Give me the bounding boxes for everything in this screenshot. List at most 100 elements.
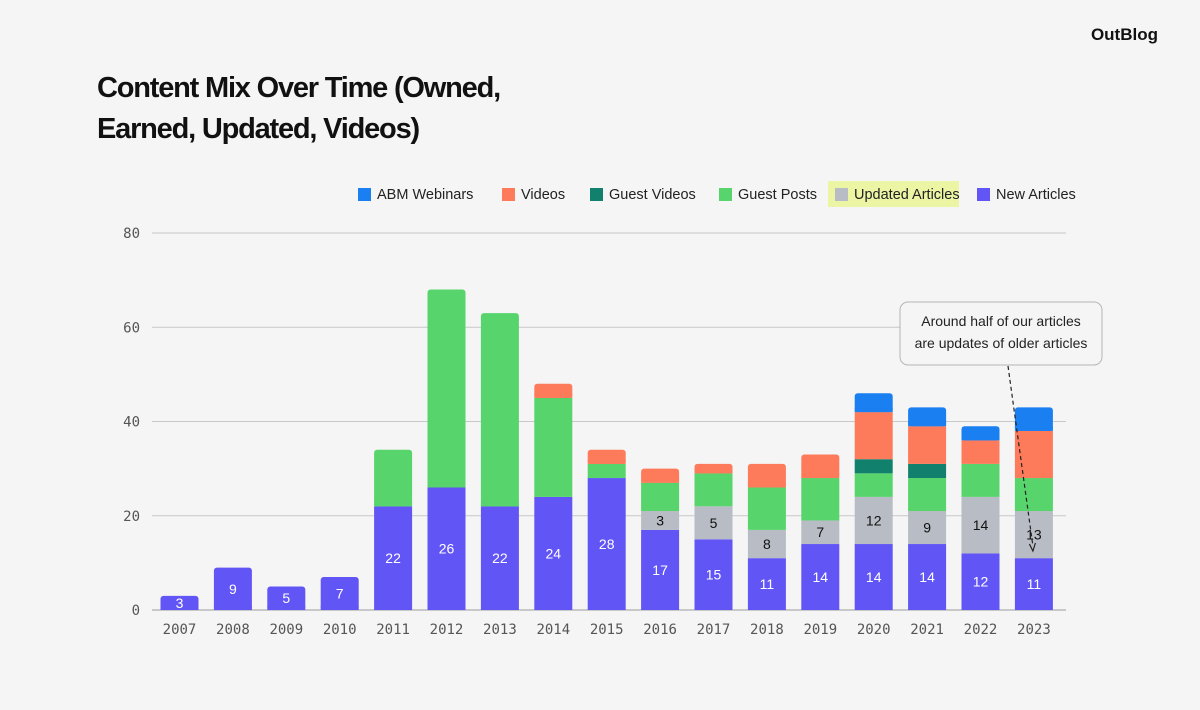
y-tick-label: 20 [123, 509, 140, 525]
y-tick-label: 0 [132, 603, 140, 619]
data-label-new-articles-2017: 15 [706, 567, 722, 583]
bar-new-articles-2016 [641, 529, 680, 610]
data-label-new-articles-2013: 22 [492, 550, 508, 566]
bar-corner-fill [694, 469, 733, 474]
bar-updated-articles-2017 [694, 506, 733, 540]
bar-new-articles-2022 [961, 553, 1000, 610]
data-label-updated-articles-2020: 12 [866, 512, 882, 528]
x-tick-label: 2014 [536, 622, 570, 638]
data-label-new-articles-2022: 12 [973, 574, 989, 590]
bar-new-articles-2023 [1014, 558, 1053, 610]
data-label-new-articles-2019: 14 [813, 569, 829, 585]
x-tick-label: 2008 [216, 622, 250, 638]
legend-label-updated-articles: Updated Articles [854, 187, 960, 203]
x-tick-label: 2023 [1017, 622, 1051, 638]
x-tick-label: 2011 [376, 622, 410, 638]
data-label-updated-articles-2021: 9 [923, 520, 931, 536]
bar-new-articles-2020 [854, 544, 893, 610]
x-tick-label: 2015 [590, 622, 624, 638]
bar-guest-posts-2013 [480, 313, 519, 507]
legend-swatch-guest-posts [719, 188, 732, 201]
bar-corner-fill [1014, 426, 1053, 431]
bar-new-articles-2015 [587, 478, 626, 610]
data-label-updated-articles-2019: 7 [816, 524, 824, 540]
chart-title: Content Mix Over Time (Owned, Earned, Up… [97, 72, 501, 145]
data-label-new-articles-2007: 3 [176, 595, 184, 611]
x-tick-label: 2017 [697, 622, 731, 638]
x-tick-label: 2020 [857, 622, 891, 638]
x-tick-label: 2009 [269, 622, 303, 638]
bar-updated-articles-2019 [801, 520, 840, 545]
x-tick-label: 2007 [163, 622, 197, 638]
bar-new-articles-2009 [267, 586, 306, 610]
bar-abm-webinars-2023 [1014, 407, 1053, 431]
y-tick-label: 60 [123, 320, 140, 336]
bar-corner-fill [374, 502, 413, 507]
bar-guest-posts-2017 [694, 473, 733, 507]
data-label-new-articles-2011: 22 [385, 550, 401, 566]
bar-guest-videos-2021 [908, 463, 947, 479]
bar-guest-posts-2019 [801, 478, 840, 521]
bar-corner-fill [587, 459, 626, 464]
bar-videos-2022 [961, 440, 1000, 464]
bar-new-articles-2011 [374, 506, 413, 610]
bar-corner-fill [908, 422, 947, 427]
bar-corner-fill [534, 393, 573, 398]
data-label-updated-articles-2018: 8 [763, 536, 771, 552]
x-tick-label: 2013 [483, 622, 517, 638]
x-tick-label: 2018 [750, 622, 784, 638]
annotation-text: are updates of older articles [915, 335, 1088, 351]
data-label-new-articles-2009: 5 [282, 590, 290, 606]
bar-corner-fill [641, 478, 680, 483]
data-label-new-articles-2020: 14 [866, 569, 882, 585]
bar-new-articles-2019 [801, 544, 840, 610]
bar-guest-posts-2020 [854, 473, 893, 497]
bar-corner-fill [961, 436, 1000, 441]
bar-corner-fill [480, 502, 519, 507]
y-tick-label: 80 [123, 226, 140, 242]
bar-guest-posts-2014 [534, 397, 573, 497]
data-label-new-articles-2023: 11 [1027, 576, 1042, 592]
bar-new-articles-2018 [747, 558, 786, 610]
legend-highlight [828, 181, 959, 207]
bar-new-articles-2014 [534, 496, 573, 610]
x-tick-label: 2019 [803, 622, 837, 638]
legend-swatch-guest-videos [590, 188, 603, 201]
legend-swatch-videos [502, 188, 515, 201]
legend-swatch-new-articles [977, 188, 990, 201]
bar-abm-webinars-2020 [854, 393, 893, 413]
bar-updated-articles-2016 [641, 511, 680, 530]
annotation-box [899, 301, 1103, 366]
bar-updated-articles-2018 [747, 529, 786, 559]
annotation-arrow [1007, 365, 1034, 547]
brand-logo: OutBlog [1090, 25, 1158, 44]
legend-label-videos: Videos [521, 187, 565, 203]
bar-updated-articles-2023 [1014, 511, 1053, 559]
bar-guest-posts-2023 [1014, 478, 1053, 512]
bar-corner-fill [213, 606, 252, 610]
bar-guest-videos-2020 [854, 459, 893, 474]
data-label-new-articles-2010: 7 [336, 586, 344, 602]
bar-videos-2021 [908, 426, 947, 464]
bar-guest-posts-2015 [587, 463, 626, 479]
bar-new-articles-2008 [213, 567, 252, 610]
x-tick-label: 2022 [964, 622, 998, 638]
bar-corner-fill [854, 408, 893, 413]
legend-label-abm-webinars: ABM Webinars [377, 187, 473, 203]
annotation-arrowhead [1028, 542, 1036, 553]
bar-guest-posts-2016 [641, 482, 680, 512]
data-label-updated-articles-2016: 3 [656, 512, 664, 528]
bar-corner-fill [747, 483, 786, 488]
bar-videos-2018 [747, 463, 786, 488]
bar-new-articles-2010 [320, 577, 359, 610]
y-tick-label: 40 [123, 415, 140, 431]
bar-guest-posts-2011 [374, 449, 413, 507]
bar-updated-articles-2020 [854, 496, 893, 545]
legend-label-guest-posts: Guest Posts [738, 187, 817, 203]
x-tick-label: 2010 [323, 622, 357, 638]
bar-videos-2023 [1014, 430, 1053, 479]
legend-label-new-articles: New Articles [996, 187, 1076, 203]
bar-new-articles-2012 [427, 487, 466, 610]
bar-guest-posts-2018 [747, 487, 786, 530]
